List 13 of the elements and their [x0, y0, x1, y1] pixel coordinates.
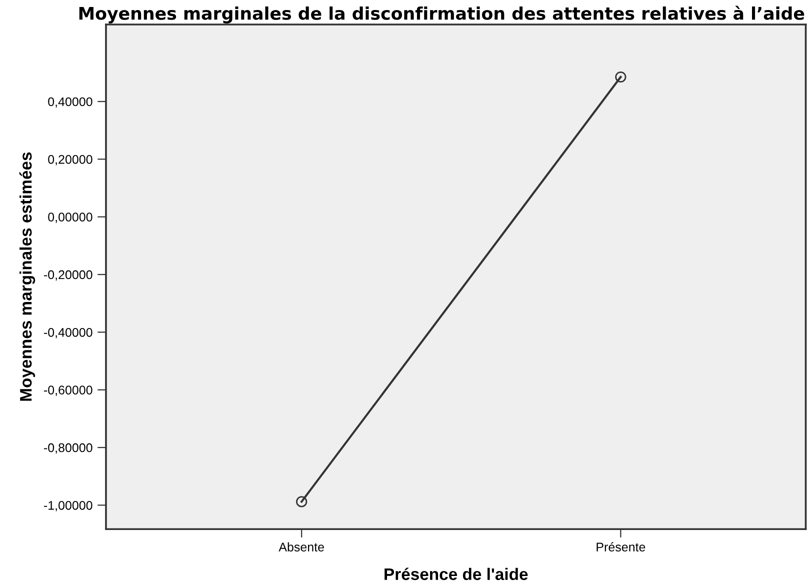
chart-title: Moyennes marginales de la disconfirmation des attentes relatives à l’aide — [79, 6, 804, 24]
y-tick-label: -0,80000 — [44, 443, 92, 454]
y-tick-label: 0,40000 — [48, 97, 92, 108]
y-tick-label: -0,60000 — [44, 386, 92, 396]
x-tick-label: Absente — [278, 542, 324, 552]
x-axis-title: Présence de l'aide — [384, 568, 528, 580]
y-axis-title: Moyennes marginales estimées — [19, 152, 36, 401]
y-tick-label: -0,40000 — [44, 328, 92, 338]
y-tick-label: 0,20000 — [48, 154, 92, 166]
y-tick-label: -1,00000 — [44, 500, 92, 512]
y-tick-label: -0,20000 — [44, 270, 92, 281]
x-tick-label: Présente — [596, 542, 646, 552]
y-tick-label: 0,00000 — [48, 212, 92, 223]
